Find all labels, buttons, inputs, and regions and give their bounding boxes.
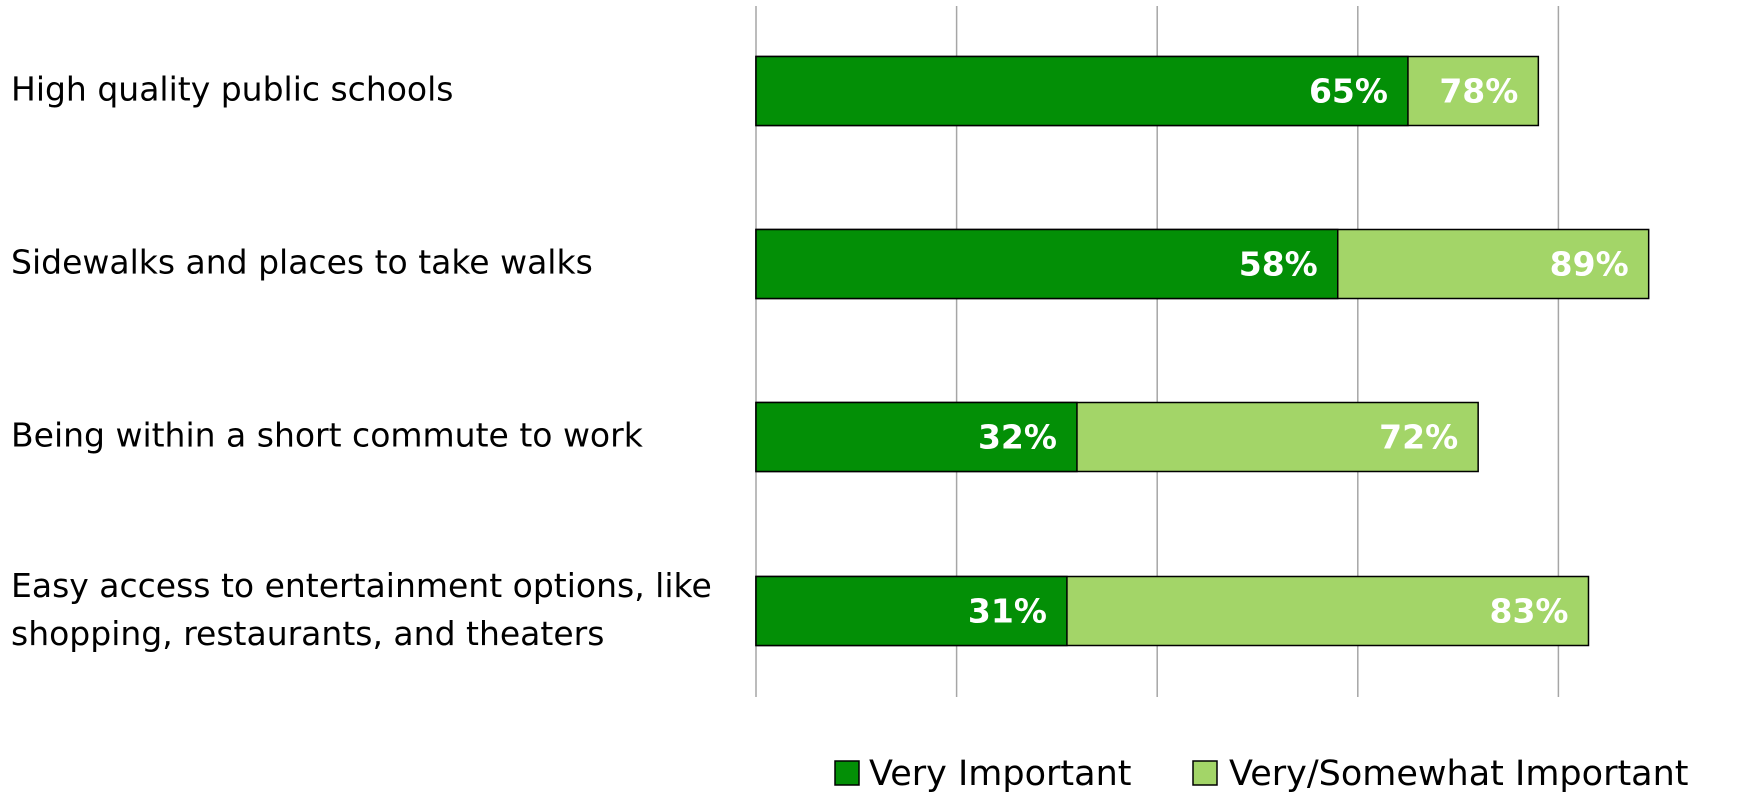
value-label: 65% [1309, 72, 1388, 111]
bar [755, 401, 1078, 473]
value-label: 78% [1439, 72, 1518, 111]
value-label: 32% [978, 418, 1057, 457]
category-label: Easy access to entertainment options, li… [11, 566, 712, 653]
legend-label: Very/Somewhat Important [1229, 754, 1689, 793]
value-label: 72% [1379, 418, 1458, 457]
legend-swatch [1192, 760, 1218, 786]
category-label: Sidewalks and places to take walks [11, 243, 593, 282]
bar [755, 228, 1339, 300]
legend-swatch [834, 760, 860, 786]
value-label: 89% [1550, 245, 1629, 284]
value-label: 31% [968, 592, 1047, 631]
bar [755, 55, 1409, 127]
legend-label: Very Important [869, 754, 1132, 793]
category-label: Being within a short commute to work [11, 416, 644, 455]
value-label: 58% [1239, 245, 1318, 284]
bar [755, 575, 1068, 647]
value-label: 83% [1489, 592, 1568, 631]
category-label: High quality public schools [11, 70, 454, 109]
